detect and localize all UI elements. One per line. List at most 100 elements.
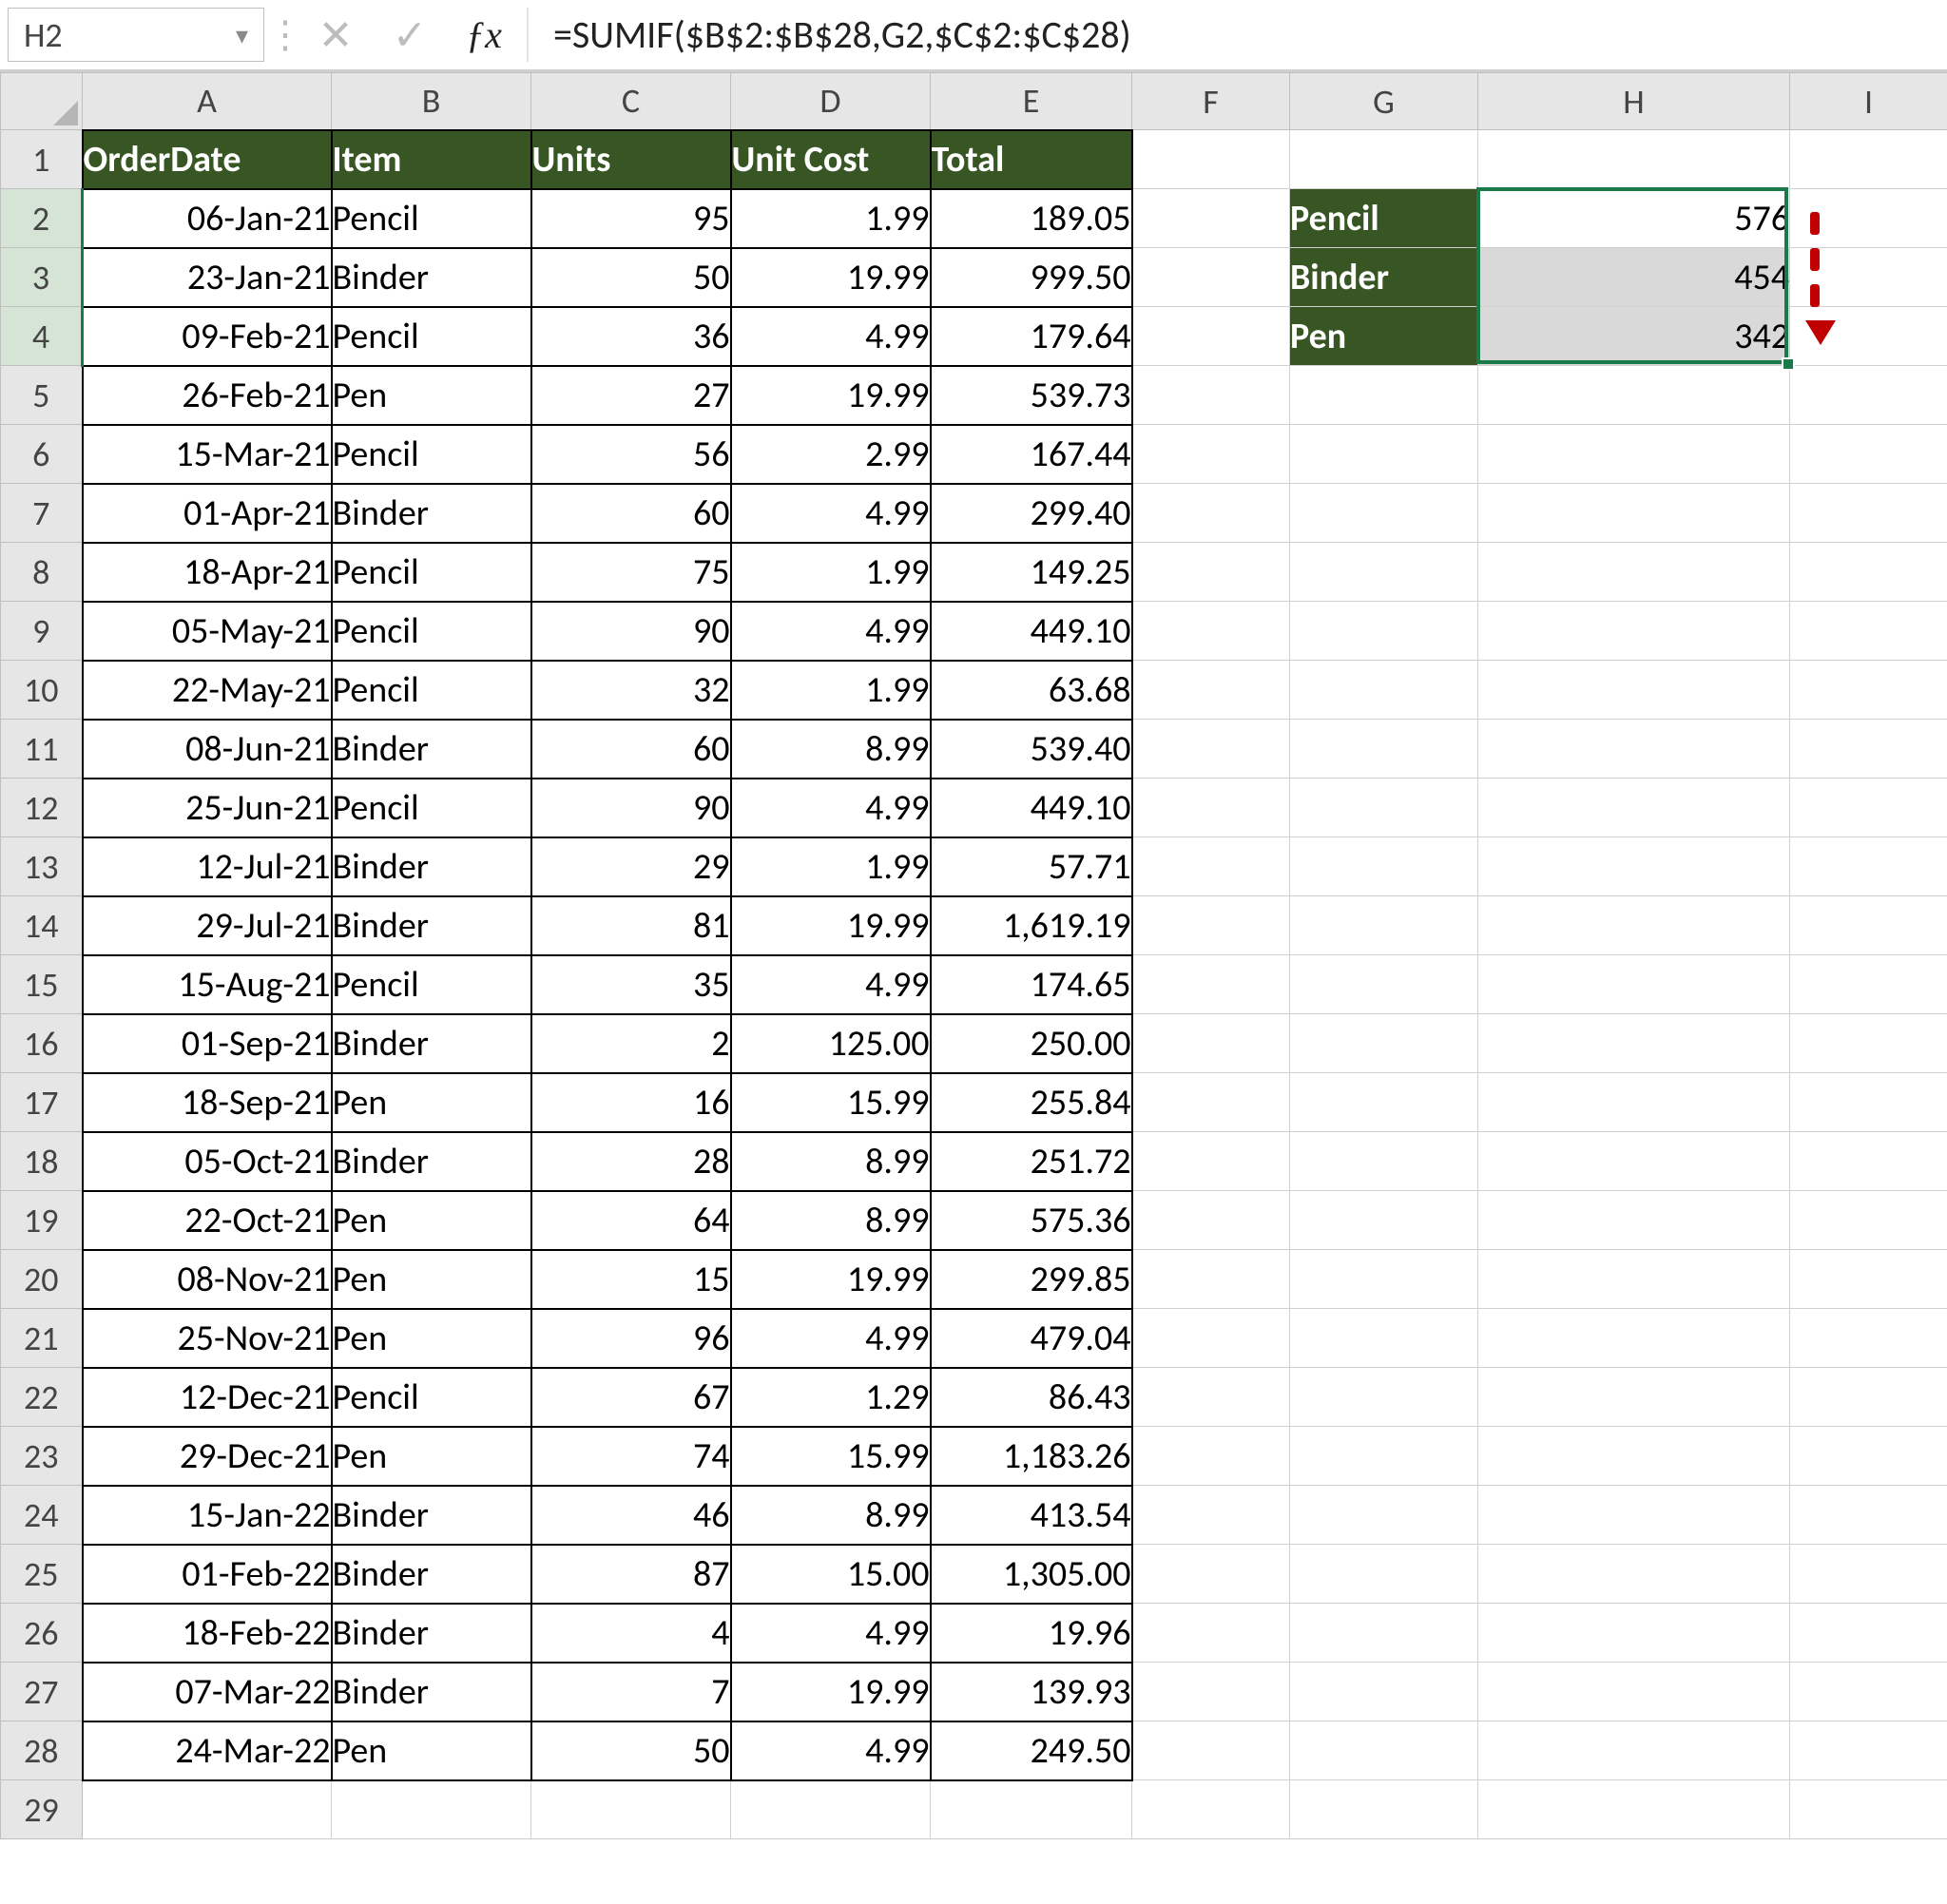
cell-G1[interactable]: [1290, 130, 1478, 189]
cell-D22[interactable]: 1.29: [731, 1368, 931, 1427]
col-header-I[interactable]: I: [1790, 73, 1947, 130]
cell-G27[interactable]: [1290, 1663, 1478, 1721]
cell-F20[interactable]: [1132, 1250, 1290, 1309]
cell-I17[interactable]: [1790, 1073, 1947, 1132]
cell-C14[interactable]: 81: [531, 896, 731, 955]
cell-H11[interactable]: [1478, 720, 1790, 779]
cell-D15[interactable]: 4.99: [731, 955, 931, 1014]
cell-C18[interactable]: 28: [531, 1132, 731, 1191]
cell-C17[interactable]: 16: [531, 1073, 731, 1132]
cell-H28[interactable]: [1478, 1721, 1790, 1780]
cell-C9[interactable]: 90: [531, 602, 731, 661]
cell-I25[interactable]: [1790, 1545, 1947, 1604]
cell-G16[interactable]: [1290, 1014, 1478, 1073]
cell-F21[interactable]: [1132, 1309, 1290, 1368]
cell-A12[interactable]: 25-Jun-21: [83, 779, 332, 837]
cell-A20[interactable]: 08-Nov-21: [83, 1250, 332, 1309]
row-header-4[interactable]: 4: [1, 307, 83, 366]
cell-F6[interactable]: [1132, 425, 1290, 484]
cell-E16[interactable]: 250.00: [931, 1014, 1132, 1073]
cell-B10[interactable]: Pencil: [332, 661, 531, 720]
cell-F25[interactable]: [1132, 1545, 1290, 1604]
cell-H7[interactable]: [1478, 484, 1790, 543]
summary-value-4[interactable]: 342: [1478, 307, 1790, 366]
cell-I20[interactable]: [1790, 1250, 1947, 1309]
cell-H12[interactable]: [1478, 779, 1790, 837]
cell-B2[interactable]: Pencil: [332, 189, 531, 248]
cell-D11[interactable]: 8.99: [731, 720, 931, 779]
cell-G29[interactable]: [1290, 1780, 1478, 1839]
cell-C25[interactable]: 87: [531, 1545, 731, 1604]
cell-B5[interactable]: Pen: [332, 366, 531, 425]
cell-I18[interactable]: [1790, 1132, 1947, 1191]
cell-H26[interactable]: [1478, 1604, 1790, 1663]
cell-F19[interactable]: [1132, 1191, 1290, 1250]
cell-D23[interactable]: 15.99: [731, 1427, 931, 1486]
cell-C29[interactable]: [531, 1780, 731, 1839]
cell-E2[interactable]: 189.05: [931, 189, 1132, 248]
cell-C4[interactable]: 36: [531, 307, 731, 366]
row-header-17[interactable]: 17: [1, 1073, 83, 1132]
cell-A13[interactable]: 12-Jul-21: [83, 837, 332, 896]
cell-B24[interactable]: Binder: [332, 1486, 531, 1545]
cell-C20[interactable]: 15: [531, 1250, 731, 1309]
cell-C23[interactable]: 74: [531, 1427, 731, 1486]
cell-I16[interactable]: [1790, 1014, 1947, 1073]
cell-A8[interactable]: 18-Apr-21: [83, 543, 332, 602]
cell-G8[interactable]: [1290, 543, 1478, 602]
cell-H21[interactable]: [1478, 1309, 1790, 1368]
summary-label-3[interactable]: Binder: [1290, 248, 1478, 307]
cell-I21[interactable]: [1790, 1309, 1947, 1368]
cell-C7[interactable]: 60: [531, 484, 731, 543]
cell-G28[interactable]: [1290, 1721, 1478, 1780]
cell-D3[interactable]: 19.99: [731, 248, 931, 307]
cell-E28[interactable]: 249.50: [931, 1721, 1132, 1780]
cell-C28[interactable]: 50: [531, 1721, 731, 1780]
cell-E12[interactable]: 449.10: [931, 779, 1132, 837]
cell-C8[interactable]: 75: [531, 543, 731, 602]
cell-F10[interactable]: [1132, 661, 1290, 720]
cell-H8[interactable]: [1478, 543, 1790, 602]
row-header-12[interactable]: 12: [1, 779, 83, 837]
cell-H5[interactable]: [1478, 366, 1790, 425]
cell-H9[interactable]: [1478, 602, 1790, 661]
cell-C19[interactable]: 64: [531, 1191, 731, 1250]
row-header-1[interactable]: 1: [1, 130, 83, 189]
cell-D19[interactable]: 8.99: [731, 1191, 931, 1250]
cell-B7[interactable]: Binder: [332, 484, 531, 543]
formula-input[interactable]: =SUMIF($B$2:$B$28,G2,$C$2:$C$28): [534, 0, 1947, 69]
cell-B15[interactable]: Pencil: [332, 955, 531, 1014]
cell-E11[interactable]: 539.40: [931, 720, 1132, 779]
row-header-9[interactable]: 9: [1, 602, 83, 661]
row-header-15[interactable]: 15: [1, 955, 83, 1014]
cell-G5[interactable]: [1290, 366, 1478, 425]
cell-F13[interactable]: [1132, 837, 1290, 896]
cell-B14[interactable]: Binder: [332, 896, 531, 955]
cell-G6[interactable]: [1290, 425, 1478, 484]
cell-C11[interactable]: 60: [531, 720, 731, 779]
cell-G9[interactable]: [1290, 602, 1478, 661]
cell-A22[interactable]: 12-Dec-21: [83, 1368, 332, 1427]
cell-C16[interactable]: 2: [531, 1014, 731, 1073]
cell-D14[interactable]: 19.99: [731, 896, 931, 955]
select-all-corner[interactable]: [1, 73, 83, 130]
row-header-16[interactable]: 16: [1, 1014, 83, 1073]
chevron-down-icon[interactable]: ▾: [236, 20, 248, 50]
cell-C24[interactable]: 46: [531, 1486, 731, 1545]
cell-D6[interactable]: 2.99: [731, 425, 931, 484]
col-header-A[interactable]: A: [83, 73, 332, 130]
cell-E8[interactable]: 149.25: [931, 543, 1132, 602]
cell-D12[interactable]: 4.99: [731, 779, 931, 837]
cell-A10[interactable]: 22-May-21: [83, 661, 332, 720]
cell-I10[interactable]: [1790, 661, 1947, 720]
cell-A19[interactable]: 22-Oct-21: [83, 1191, 332, 1250]
row-header-14[interactable]: 14: [1, 896, 83, 955]
row-header-29[interactable]: 29: [1, 1780, 83, 1839]
cell-A16[interactable]: 01-Sep-21: [83, 1014, 332, 1073]
cell-G25[interactable]: [1290, 1545, 1478, 1604]
cell-D27[interactable]: 19.99: [731, 1663, 931, 1721]
row-header-6[interactable]: 6: [1, 425, 83, 484]
cell-B3[interactable]: Binder: [332, 248, 531, 307]
cell-F4[interactable]: [1132, 307, 1290, 366]
col-header-G[interactable]: G: [1290, 73, 1478, 130]
